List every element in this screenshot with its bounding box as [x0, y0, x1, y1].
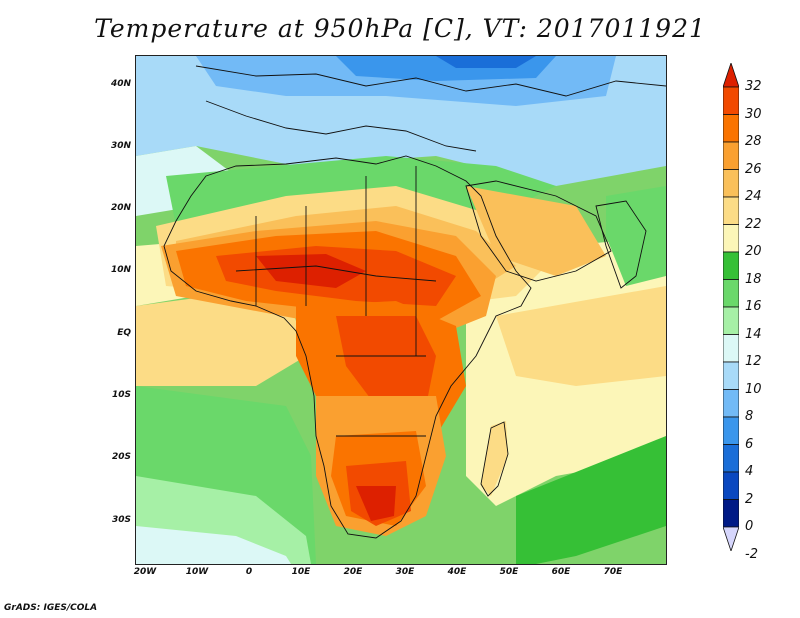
lon-label-70e: 70E [603, 567, 623, 577]
colorbar-label: 8 [745, 409, 754, 424]
colorbar-label: 26 [745, 161, 762, 177]
lon-label-30e: 30E [395, 567, 415, 577]
lon-label-50e: 50E [499, 567, 519, 577]
colorbar-label: 32 [745, 79, 762, 94]
colorbar-label: 2 [745, 491, 754, 507]
lat-label-10s: 10S [111, 390, 131, 400]
colorbar-label: 0 [745, 519, 754, 534]
map-panel [135, 55, 667, 565]
colorbar-label: 18 [745, 271, 762, 287]
lon-label-10w: 10W [185, 567, 209, 577]
colorbar-swatch [723, 114, 739, 143]
colorbar-label: 16 [745, 299, 762, 314]
credit-text: GrADS: IGES/COLA [4, 603, 98, 613]
colorbar [723, 63, 739, 551]
colorbar-swatch [723, 251, 739, 280]
colorbar-label: -2 [745, 546, 758, 562]
colorbar-label: 20 [745, 244, 762, 259]
lat-label-40n: 40N [110, 79, 131, 89]
colorbar-label: 14 [745, 326, 762, 342]
colorbar-label: 30 [745, 106, 762, 122]
lon-label-20e: 20E [343, 567, 363, 577]
lat-label-20s: 20S [111, 452, 131, 462]
lat-label-10n: 10N [110, 265, 131, 275]
colorbar-swatch [723, 306, 739, 335]
colorbar-label: 22 [745, 216, 762, 232]
colorbar-swatch [723, 444, 739, 473]
colorbar-swatch [723, 279, 739, 308]
colorbar-swatch [723, 499, 739, 528]
lon-label-10e: 10E [291, 567, 311, 577]
lat-label-20n: 20N [110, 203, 131, 213]
colorbar-swatch [723, 196, 739, 225]
colorbar-swatch [723, 86, 739, 115]
colorbar-swatch [723, 416, 739, 445]
lon-label-20w: 20W [133, 567, 157, 577]
colorbar-label: 12 [745, 354, 762, 369]
map-title: Temperature at 950hPa [C], VT: 201701192… [94, 14, 706, 43]
colorbar-top-triangle [723, 63, 739, 88]
colorbar-swatch [723, 361, 739, 390]
colorbar-label: 28 [745, 134, 762, 149]
colorbar-swatch [723, 224, 739, 253]
colorbar-swatch [723, 389, 739, 418]
colorbar-label: 10 [745, 381, 762, 397]
colorbar-swatch [723, 169, 739, 198]
lat-label-eq: EQ [117, 328, 131, 338]
lon-label-40e: 40E [447, 567, 467, 577]
temperature-map [136, 56, 666, 564]
colorbar-label: 24 [745, 189, 762, 204]
colorbar-swatch [723, 141, 739, 170]
colorbar-swatch [723, 471, 739, 500]
lon-label-60e: 60E [551, 567, 571, 577]
colorbar-swatch [723, 334, 739, 363]
lon-label-0: 0 [245, 567, 253, 577]
colorbar-label: 6 [745, 436, 754, 452]
lat-label-30s: 30S [111, 515, 131, 525]
lat-label-30n: 30N [110, 141, 131, 151]
colorbar-bottom-triangle [723, 526, 739, 551]
colorbar-label: 4 [745, 464, 754, 479]
